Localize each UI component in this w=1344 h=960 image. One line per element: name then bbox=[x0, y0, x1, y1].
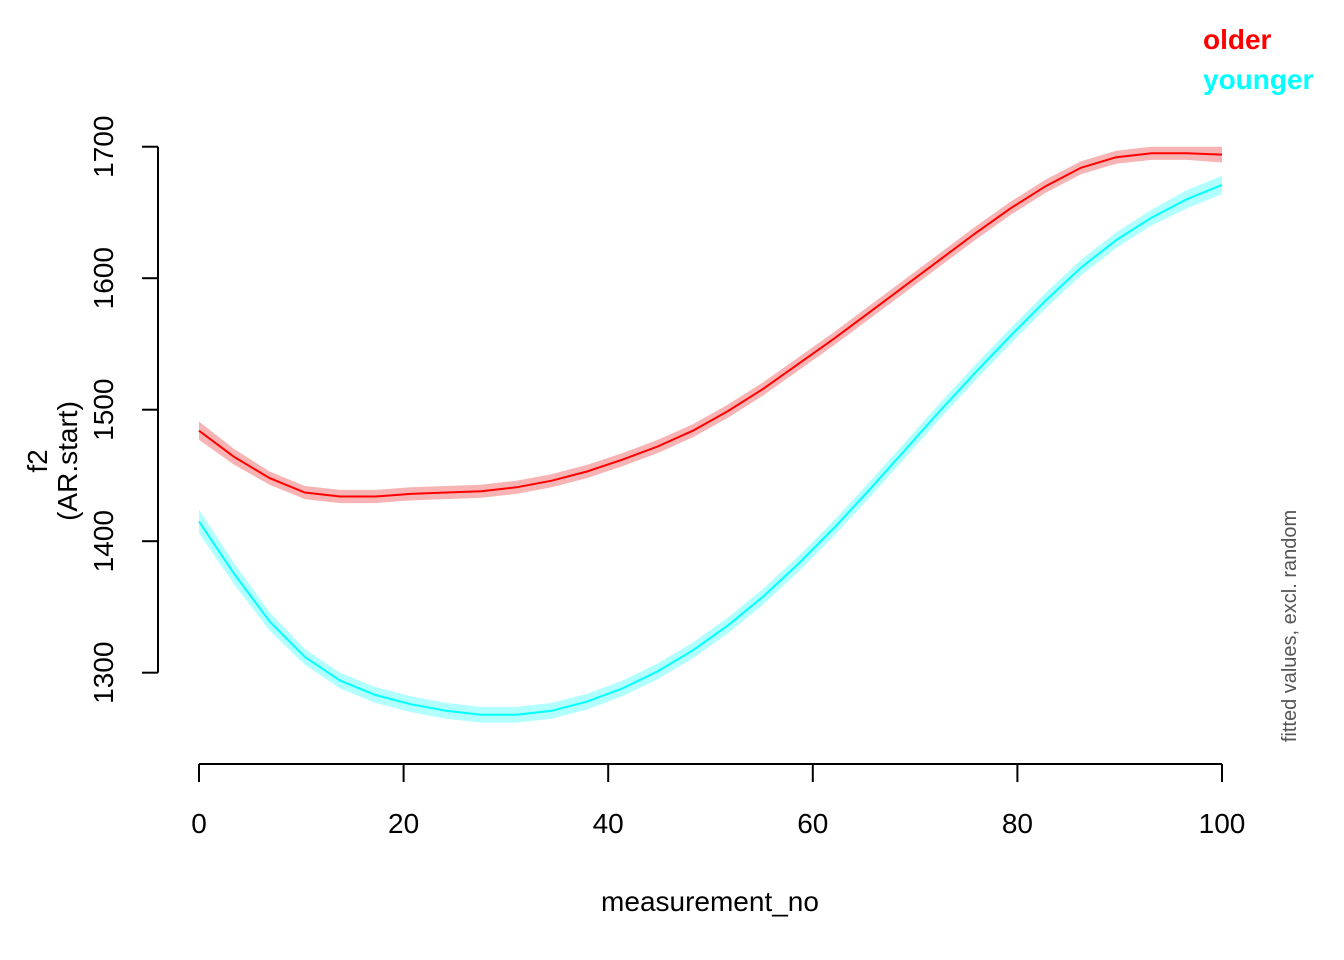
ci-band-older bbox=[199, 146, 1222, 504]
y-tick-label: 1500 bbox=[88, 379, 119, 441]
x-tick-label: 80 bbox=[1002, 808, 1033, 839]
y-tick-label: 1300 bbox=[88, 642, 119, 704]
legend-entry-older: older bbox=[1203, 24, 1272, 55]
y-axis-label-line1: f2 bbox=[22, 449, 53, 472]
series-line-older bbox=[198, 152, 1223, 498]
x-tick-label: 60 bbox=[797, 808, 828, 839]
ci-band-younger bbox=[199, 175, 1222, 723]
x-tick-label: 40 bbox=[593, 808, 624, 839]
x-axis-label: measurement_no bbox=[601, 886, 819, 917]
series-line-younger bbox=[198, 183, 1223, 716]
side-note: fitted values, excl. random bbox=[1279, 510, 1301, 742]
legend: older younger bbox=[1203, 24, 1314, 95]
legend-entry-younger: younger bbox=[1203, 64, 1314, 95]
x-tick-label: 20 bbox=[388, 808, 419, 839]
x-tick-label: 0 bbox=[191, 808, 207, 839]
series-lines bbox=[198, 152, 1223, 716]
y-axis: 1300 1400 1500 1600 1700 bbox=[88, 116, 159, 704]
y-tick-label: 1700 bbox=[88, 116, 119, 178]
x-tick-label: 100 bbox=[1199, 808, 1246, 839]
confidence-bands bbox=[199, 146, 1222, 723]
y-axis-label-line2: (AR.start) bbox=[52, 401, 83, 521]
x-axis: 0 20 40 60 80 100 bbox=[191, 763, 1246, 839]
y-tick-label: 1400 bbox=[88, 510, 119, 572]
y-tick-label: 1600 bbox=[88, 247, 119, 309]
